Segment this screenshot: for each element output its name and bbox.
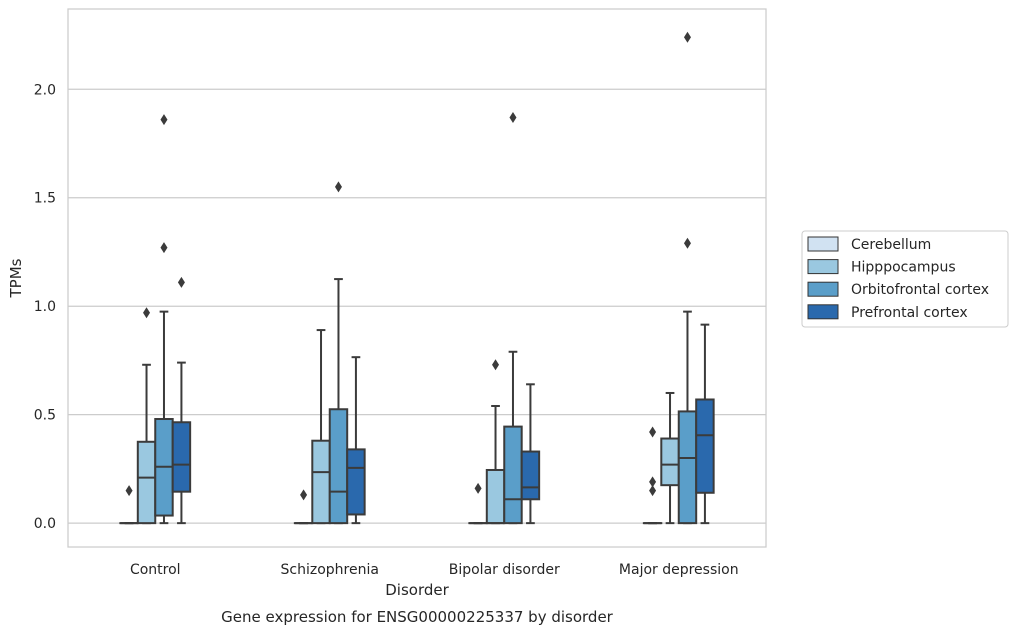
box-iqr [660, 437, 680, 487]
box-3-0 [642, 426, 663, 525]
legend-label: Prefrontal cortex [851, 305, 968, 321]
box-0-0 [119, 485, 139, 525]
box-iqr [677, 410, 698, 525]
legend-swatch [807, 304, 839, 320]
legend-label: Hipppocampus [851, 260, 956, 276]
box-iqr [171, 421, 192, 493]
outlier-point [649, 426, 657, 438]
box-0-2 [154, 114, 174, 525]
plot-area [119, 31, 715, 525]
y-axis-label: TPMs [7, 258, 25, 298]
outlier-point [125, 485, 133, 497]
legend-swatch [807, 281, 839, 297]
plot-frame [67, 8, 767, 548]
outlier-point [160, 242, 168, 254]
legend-label: Cerebellum [851, 237, 931, 253]
outlier-point [492, 359, 500, 371]
x-tick-label: Schizophrenia [281, 562, 379, 578]
box-1-0 [293, 489, 314, 525]
outlier-point [160, 114, 168, 126]
legend-label: Orbitofrontal cortex [851, 282, 989, 298]
y-tick-label: 2.0 [34, 82, 56, 98]
x-tick-label: Control [130, 562, 181, 578]
x-axis-label: Disorder [385, 581, 449, 599]
box-iqr [311, 439, 331, 525]
outlier-point [334, 181, 342, 193]
box-3-1 [660, 391, 680, 525]
chart-title: Gene expression for ENSG00000225337 by d… [221, 608, 614, 626]
x-tick-label: Bipolar disorder [449, 562, 560, 578]
box-iqr [503, 425, 523, 525]
outlier-point [649, 485, 657, 497]
outlier-point [649, 476, 657, 488]
outlier-point [177, 276, 185, 288]
legend-frame [801, 230, 1009, 328]
legend-swatch [807, 236, 839, 252]
x-tick-labels: Control Schizophrenia Bipolar disorder Majo… [130, 562, 739, 578]
outlier-point [683, 31, 691, 43]
box-2-0 [468, 482, 488, 525]
x-tick-label: Major depression [619, 562, 739, 578]
box-2-2 [503, 111, 523, 525]
outlier-point [509, 111, 517, 123]
outlier-point [300, 489, 308, 501]
box-0-3 [171, 276, 192, 525]
y-tick-labels: 0.0 0.5 1.0 1.5 2.0 [34, 82, 56, 532]
y-tick-label: 0.5 [34, 408, 56, 424]
outlier-point [474, 482, 482, 494]
box-iqr [485, 468, 506, 525]
box-1-2 [328, 181, 349, 525]
outlier-point [683, 237, 691, 249]
box-iqr [346, 448, 366, 516]
box-2-3 [520, 383, 541, 525]
y-tick-label: 1.5 [34, 191, 56, 207]
box-2-1 [485, 359, 506, 525]
legend-swatch [807, 259, 839, 275]
box-iqr [328, 408, 349, 525]
y-tick-label: 0.0 [34, 516, 56, 532]
box-iqr [695, 398, 715, 494]
box-3-3 [695, 323, 715, 525]
y-tick-label: 1.0 [34, 299, 56, 315]
box-1-3 [346, 356, 366, 525]
box-iqr [520, 450, 541, 501]
outlier-point [143, 307, 151, 319]
box-iqr [136, 440, 157, 525]
legend: Cerebellum Hipppocampus Orbitofrontal cort… [801, 230, 1009, 328]
box-1-1 [311, 329, 331, 525]
box-3-2 [677, 31, 698, 525]
